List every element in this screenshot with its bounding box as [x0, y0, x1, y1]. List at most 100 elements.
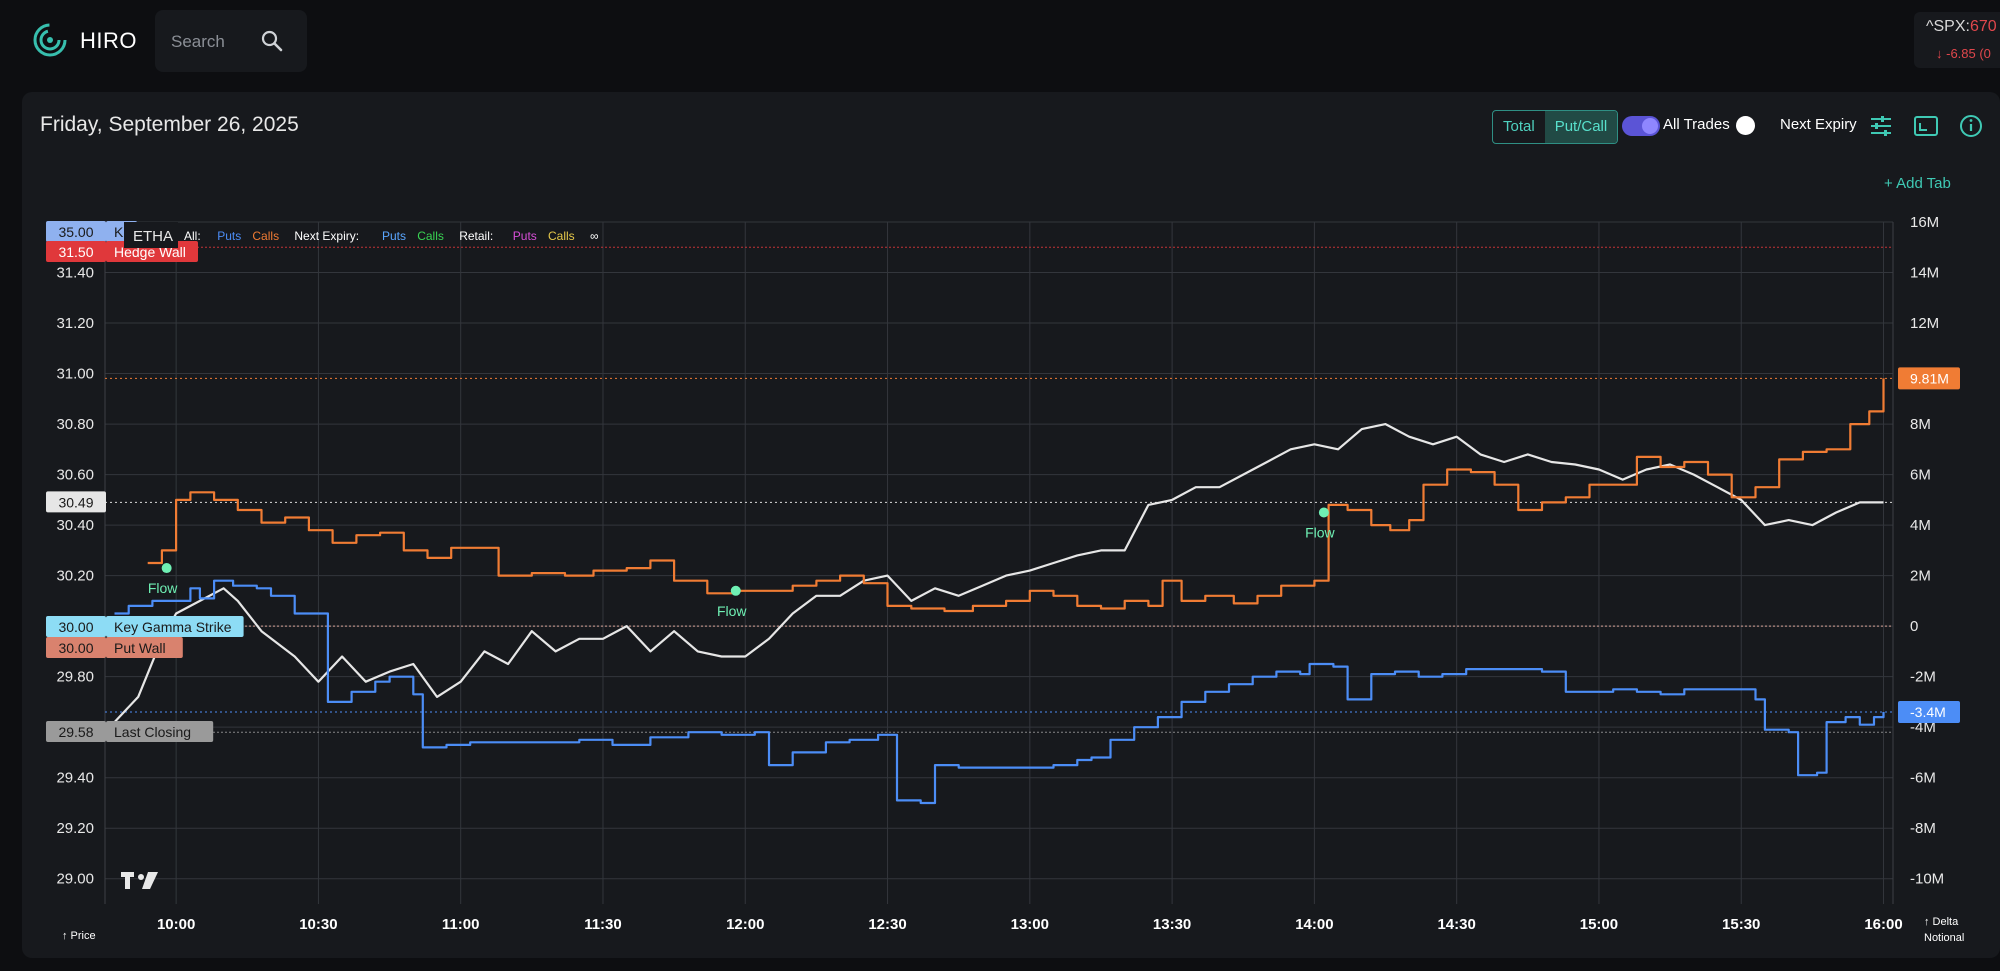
toggle-knob: [1642, 118, 1658, 134]
next-expiry-toggle[interactable]: [1736, 116, 1755, 135]
tradingview-logo-icon: [121, 872, 158, 889]
level-name-label: Last Closing: [114, 724, 191, 740]
chart-grid: [104, 221, 1894, 904]
series-puts-line: [114, 579, 1885, 805]
level-value-label: 30.00: [58, 619, 93, 635]
level-name-tag: [106, 637, 183, 658]
page-title: Friday, September 26, 2025: [40, 113, 299, 136]
time-tick-label: 11:00: [442, 916, 480, 933]
flow-marker-dot[interactable]: [730, 585, 741, 596]
view-mode-toggle: Total Put/Call: [1492, 110, 1619, 144]
delta-tick-label: -10M: [1910, 871, 1944, 888]
flow-marker-dot[interactable]: [161, 563, 172, 574]
level-value-tag: [46, 221, 106, 242]
delta-marker-label: -3.4M: [1910, 704, 1946, 720]
segment-put-call[interactable]: Put/Call: [1544, 111, 1618, 143]
legend-item: Puts: [513, 229, 537, 243]
delta-tick-label: -8M: [1910, 820, 1936, 837]
flow-marker-dot[interactable]: [1318, 507, 1329, 518]
level-name-label: Put Wall: [114, 640, 166, 656]
series-price-line: [113, 423, 1884, 723]
delta-tick-label: -2M: [1910, 669, 1936, 686]
time-tick-label: 13:00: [1011, 916, 1049, 933]
all-trades-label: All Trades: [1663, 116, 1730, 133]
level-value-tag: [46, 616, 106, 637]
picture-in-picture-icon[interactable]: [1913, 113, 1939, 139]
legend-infinity: ∞: [590, 229, 599, 243]
legend-group-label: Next Expiry:: [294, 229, 359, 243]
price-tick-label: 29.40: [56, 770, 94, 787]
delta-tick-label: 14M: [1910, 265, 1939, 282]
segment-total[interactable]: Total: [1503, 118, 1535, 135]
search-input[interactable]: [169, 28, 263, 56]
level-name-tag: [106, 616, 244, 637]
time-tick-label: 15:30: [1722, 916, 1760, 933]
level-lines: [105, 246, 1893, 733]
all-trades-toggle[interactable]: [1622, 116, 1660, 136]
brand-name[interactable]: HIRO: [80, 28, 137, 53]
delta-tick-label: 8M: [1910, 416, 1931, 433]
info-icon[interactable]: [1958, 113, 1984, 139]
delta-tick-label: 16M: [1910, 214, 1939, 231]
delta-axis: 16M14M12M10M8M6M4M2M0-2M-4M-6M-8M-10M↑ D…: [1898, 214, 1964, 944]
price-axis-label: ↑ Price: [62, 930, 96, 942]
level-value-label: 30.00: [58, 640, 93, 656]
ticker-symbol-name: ^SPX:: [1926, 18, 1970, 35]
legend-symbol-bg: [124, 222, 178, 248]
legend-item: Calls: [417, 229, 444, 243]
time-axis: 10:00 10:30 11:00 11:30 12:00 12:30 13:00 13:30…: [157, 916, 1903, 933]
legend-item: Puts: [217, 229, 241, 243]
level-value-label: 29.58: [58, 724, 93, 740]
ticker-widget[interactable]: ^SPX:670 ↓ -6.85 (0: [1914, 12, 2000, 68]
series-calls-line: [147, 378, 1885, 613]
search-icon[interactable]: [259, 28, 285, 54]
level-value-tag: [46, 241, 106, 262]
flow-marker-label: Flow: [1305, 524, 1335, 540]
price-tick-label: 31.00: [56, 366, 94, 383]
legend-group-label: Retail:: [459, 229, 493, 243]
legend-symbol: ETHA: [133, 228, 173, 245]
time-tick-label: 15:00: [1580, 916, 1618, 933]
price-tick-label: 31.40: [56, 265, 94, 282]
price-tick-label: 30.40: [56, 517, 94, 534]
delta-tick-label: 0: [1910, 618, 1918, 635]
time-tick-label: 10:00: [157, 916, 195, 933]
top-bar: HIRO ^SPX:670 ↓ -6.85 (0: [0, 0, 2000, 84]
search-box[interactable]: [155, 10, 307, 72]
price-tick-label: 29.20: [56, 820, 94, 837]
time-tick-label: 10:30: [299, 916, 337, 933]
flow-markers: Flow Flow Flow: [148, 507, 1336, 619]
next-expiry-label: Next Expiry: [1780, 116, 1857, 133]
legend-item: Calls: [252, 229, 279, 243]
delta-axis-label: ↑ Delta: [1924, 916, 1959, 928]
time-tick-label: 12:30: [868, 916, 906, 933]
price-tick-label: 29.00: [56, 871, 94, 888]
legend-item: Puts: [382, 229, 406, 243]
delta-axis-label-2: Notional: [1924, 932, 1964, 944]
time-tick-label: 16:00: [1864, 916, 1902, 933]
level-value-tag: [46, 637, 106, 658]
delta-marker-tag: [1898, 701, 1960, 724]
price-value-tag: [46, 491, 106, 513]
delta-marker-tag: [1898, 367, 1960, 390]
ticker-change: ↓ -6.85 (0: [1936, 46, 1991, 61]
legend-group-label: All:: [184, 229, 201, 243]
chart-series: [113, 378, 1885, 805]
add-tab-button[interactable]: + Add Tab: [1884, 175, 1951, 192]
price-tick-label: 30.20: [56, 568, 94, 585]
time-tick-label: 14:30: [1437, 916, 1475, 933]
price-tick-label: 30.60: [56, 467, 94, 484]
delta-marker-label: 9.81M: [1910, 370, 1949, 386]
price-value-label: 30.49: [58, 494, 93, 510]
price-tick-label: 30.80: [56, 416, 94, 433]
sliders-icon[interactable]: [1868, 113, 1894, 139]
delta-tick-label: 12M: [1910, 315, 1939, 332]
ticker-price: 670: [1969, 18, 1997, 35]
level-name-label: Key Gamma Strike: [114, 619, 232, 635]
hiro-logo-icon[interactable]: [32, 22, 68, 58]
time-tick-label: 12:00: [726, 916, 764, 933]
time-tick-label: 11:30: [584, 916, 622, 933]
legend-item: Calls: [548, 229, 575, 243]
